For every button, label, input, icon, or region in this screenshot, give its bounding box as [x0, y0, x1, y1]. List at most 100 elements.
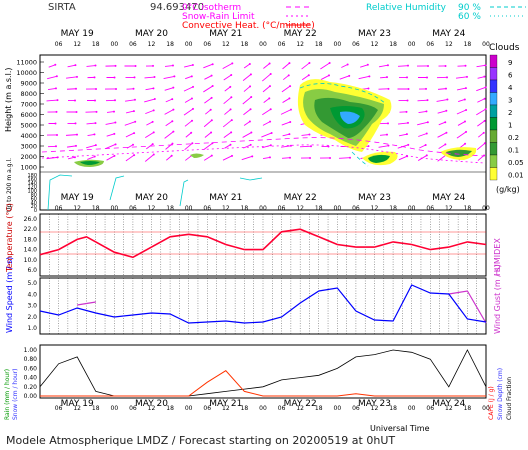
- wind-vector-arrow: [418, 110, 427, 114]
- wind-vector-head: [463, 120, 466, 123]
- wind-vector-head: [54, 87, 57, 90]
- wind-vector-arrow: [87, 133, 95, 137]
- cloud-scale-label: 2: [508, 109, 512, 117]
- wind-vector-head: [54, 63, 57, 66]
- wind-vector-arrow: [48, 64, 56, 68]
- wind-vector-head: [483, 75, 486, 78]
- wind-vector-arrow: [262, 156, 271, 160]
- wind-vector-arrow: [184, 64, 193, 68]
- wind-vector-head: [268, 156, 271, 159]
- wind-vector-head: [446, 98, 449, 101]
- cloud-scale-label: 3: [508, 97, 512, 105]
- wind-vector-arrow: [223, 74, 232, 81]
- wind-vector-head: [406, 64, 409, 67]
- wind-vector-head: [211, 63, 214, 66]
- wind-vector-head: [190, 75, 193, 78]
- wind-vector-arrow: [301, 62, 310, 70]
- hour-label: 06: [129, 205, 137, 212]
- day-label: MAY 24: [432, 399, 465, 409]
- wind-gust-series-line: [77, 290, 487, 324]
- hour-label: 12: [73, 205, 81, 212]
- wind-vector-head: [386, 122, 389, 125]
- top-panel-frame: [39, 54, 487, 211]
- wind-vector-arrow: [281, 85, 291, 93]
- wind-vector-head: [268, 97, 271, 100]
- wind-vector-arrow: [224, 109, 231, 115]
- cloud-scale-label: 1: [508, 122, 512, 130]
- hour-label: 06: [426, 405, 434, 412]
- wind-vector-head: [94, 122, 97, 125]
- wind-vector-arrow: [203, 142, 213, 151]
- wind-vector-arrow: [124, 121, 136, 126]
- wind-vector-arrow: [280, 145, 292, 148]
- wind-vector-arrow: [320, 62, 330, 70]
- hour-label: 18: [92, 405, 100, 412]
- day-label: MAY 22: [284, 399, 317, 409]
- wind-vector-arrow: [145, 87, 154, 91]
- wind-vector-arrow: [46, 156, 58, 160]
- agl-tick-label: 180: [27, 173, 37, 179]
- y-tick-label: 0.60: [24, 365, 38, 372]
- wind-vector-head: [73, 99, 76, 102]
- height-tick-label: 1000: [20, 164, 37, 172]
- day-label: MAY 20: [135, 193, 168, 203]
- wind-vector-arrow: [146, 143, 153, 150]
- wind-vector-arrow: [184, 142, 193, 151]
- wind-vector-arrow: [243, 86, 251, 92]
- wind-vector-head: [484, 86, 487, 89]
- wind-vector-head: [251, 155, 254, 158]
- wind-vector-arrow: [456, 131, 467, 139]
- wind-speed-series-line: [39, 284, 487, 324]
- wind-vector-arrow: [301, 134, 310, 136]
- wind-vector-head: [426, 121, 429, 124]
- wind-vector-arrow: [320, 75, 330, 80]
- agl-tick-label: 100: [27, 189, 37, 195]
- wind-vector-arrow: [124, 99, 136, 102]
- hour-label: 18: [464, 41, 472, 48]
- wind-vector-head: [250, 95, 253, 98]
- hour-label: 00: [482, 41, 490, 48]
- hour-label: 12: [148, 405, 156, 412]
- height-tick-label: 6000: [20, 111, 37, 119]
- wind-vector-arrow: [477, 132, 485, 138]
- wind-vector-arrow: [183, 86, 194, 92]
- day-label: MAY 20: [135, 399, 168, 409]
- temperature-ylabel: Temperature (°C): [5, 203, 14, 273]
- wind-vector-head: [173, 75, 176, 78]
- wind-vector-arrow: [379, 76, 388, 79]
- wind-vector-head: [112, 110, 115, 113]
- wind-vector-arrow: [185, 132, 192, 138]
- wind-vector-arrow: [223, 132, 232, 138]
- wind-vector-head: [230, 73, 233, 76]
- wind-vector-arrow: [458, 99, 465, 102]
- wind-vector-head: [464, 142, 467, 145]
- wind-vector-arrow: [166, 155, 172, 161]
- wind-vector-head: [210, 154, 213, 157]
- hour-label: 18: [389, 41, 397, 48]
- y-tick-label: 14.0: [24, 247, 38, 254]
- wind-vector-head: [308, 133, 311, 136]
- wind-vector-head: [74, 144, 77, 147]
- hour-label: 12: [445, 41, 453, 48]
- wind-vector-head: [407, 87, 410, 90]
- wind-vector-arrow: [222, 119, 233, 128]
- hour-label: 00: [111, 205, 119, 212]
- wind-vector-arrow: [203, 63, 213, 69]
- wind-vector-arrow: [106, 111, 115, 113]
- agl-tick-label: 0: [34, 208, 37, 214]
- wind-vector-arrow: [105, 122, 116, 125]
- wind-vector-head: [191, 119, 194, 122]
- cape-ylabel: CAPE (J / g): [488, 386, 495, 420]
- hour-label: 12: [445, 205, 453, 212]
- wind-vector-head: [465, 130, 468, 133]
- wind-vector-arrow: [299, 145, 312, 148]
- cloud-scale-label: 0.01: [508, 172, 524, 180]
- wind-vector-head: [424, 87, 427, 90]
- wind-vector-head: [327, 145, 330, 148]
- y-tick-label: 10.0: [24, 257, 38, 264]
- wind-vector-head: [152, 131, 155, 134]
- hour-label: 18: [166, 205, 174, 212]
- wind-vector-head: [249, 85, 252, 88]
- wind-vector-head: [153, 98, 156, 101]
